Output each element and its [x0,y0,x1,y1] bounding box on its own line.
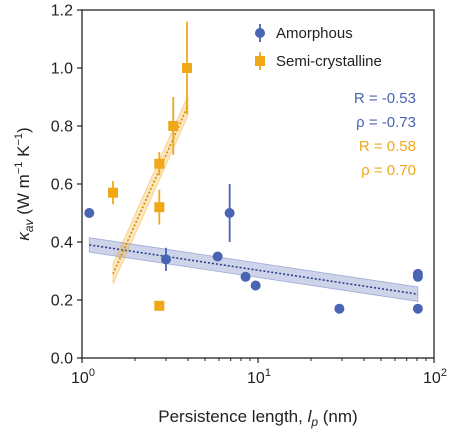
legend: Amorphous Semi-crystalline [255,24,382,70]
data-point-amorphous [412,271,423,282]
data-point-semicrystalline [168,121,179,131]
data-point-amorphous [84,208,95,218]
axis-ticks: 0.0 0.2 0.4 0.6 0.8 1.0 1.2 100 101 102 [51,3,447,388]
data-point-amorphous [224,208,235,218]
x-axis-title: Persistence length, lp (nm) [158,407,357,429]
y-tick-label: 0.8 [51,119,73,136]
y-tick-label: 0.0 [51,351,73,368]
data-point-amorphous [250,280,261,291]
y-axis-title-close: ) [14,127,33,133]
y-axis-title: κav (W m−1 K−1) [13,127,36,240]
x-tick-label: 101 [247,367,271,387]
stat-annotation: R = -0.53 [354,90,416,107]
data-point-amorphous [412,303,423,314]
fit-layer [88,95,419,302]
y-tick-label: 1.0 [51,61,73,78]
y-axis-title-unit: (W m [14,174,33,219]
x-axis-title-var: l [308,407,313,426]
data-point-amorphous [334,303,345,314]
y-tick-label: 0.6 [51,177,73,194]
y-tick-label: 0.4 [51,235,73,252]
y-axis-title-mid: K [14,145,33,162]
data-point-semicrystalline [154,202,165,213]
correlation-stats: R = -0.53 ρ = -0.73 R = 0.58 ρ = 0.70 [354,90,416,179]
x-axis-title-unit: (nm) [318,407,358,426]
legend-label: Semi-crystalline [276,53,382,70]
data-points [84,21,423,314]
x-tick-label: 102 [423,367,447,387]
data-point-semicrystalline [182,63,193,73]
legend-marker [255,56,265,66]
fit-line-0 [89,244,419,295]
stat-annotation: R = 0.58 [359,138,416,155]
x-axis-title-sub: p [310,415,318,429]
legend-marker [255,28,265,38]
stat-annotation: ρ = -0.73 [356,114,416,131]
y-axis-title-var: κ [14,231,33,241]
y-axis-title-sub: av [22,218,36,232]
y-tick-label: 1.2 [51,3,73,20]
data-point-semicrystalline [154,300,165,311]
x-tick-label: 100 [71,367,95,387]
x-axis-title-main: Persistence length, [158,407,307,426]
data-point-amorphous [240,271,251,282]
fit-line-1 [112,105,189,275]
data-point-amorphous [160,254,171,265]
stat-annotation: ρ = 0.70 [361,162,416,179]
fit-band-0 [88,237,419,302]
y-tick-label: 0.2 [51,293,73,310]
data-point-amorphous [212,251,223,262]
y-axis-title-exp2: −1 [13,133,25,146]
data-point-semicrystalline [154,158,165,169]
legend-label: Amorphous [276,25,353,42]
data-point-semicrystalline [107,187,118,198]
y-axis-title-exp1: −1 [13,162,25,175]
